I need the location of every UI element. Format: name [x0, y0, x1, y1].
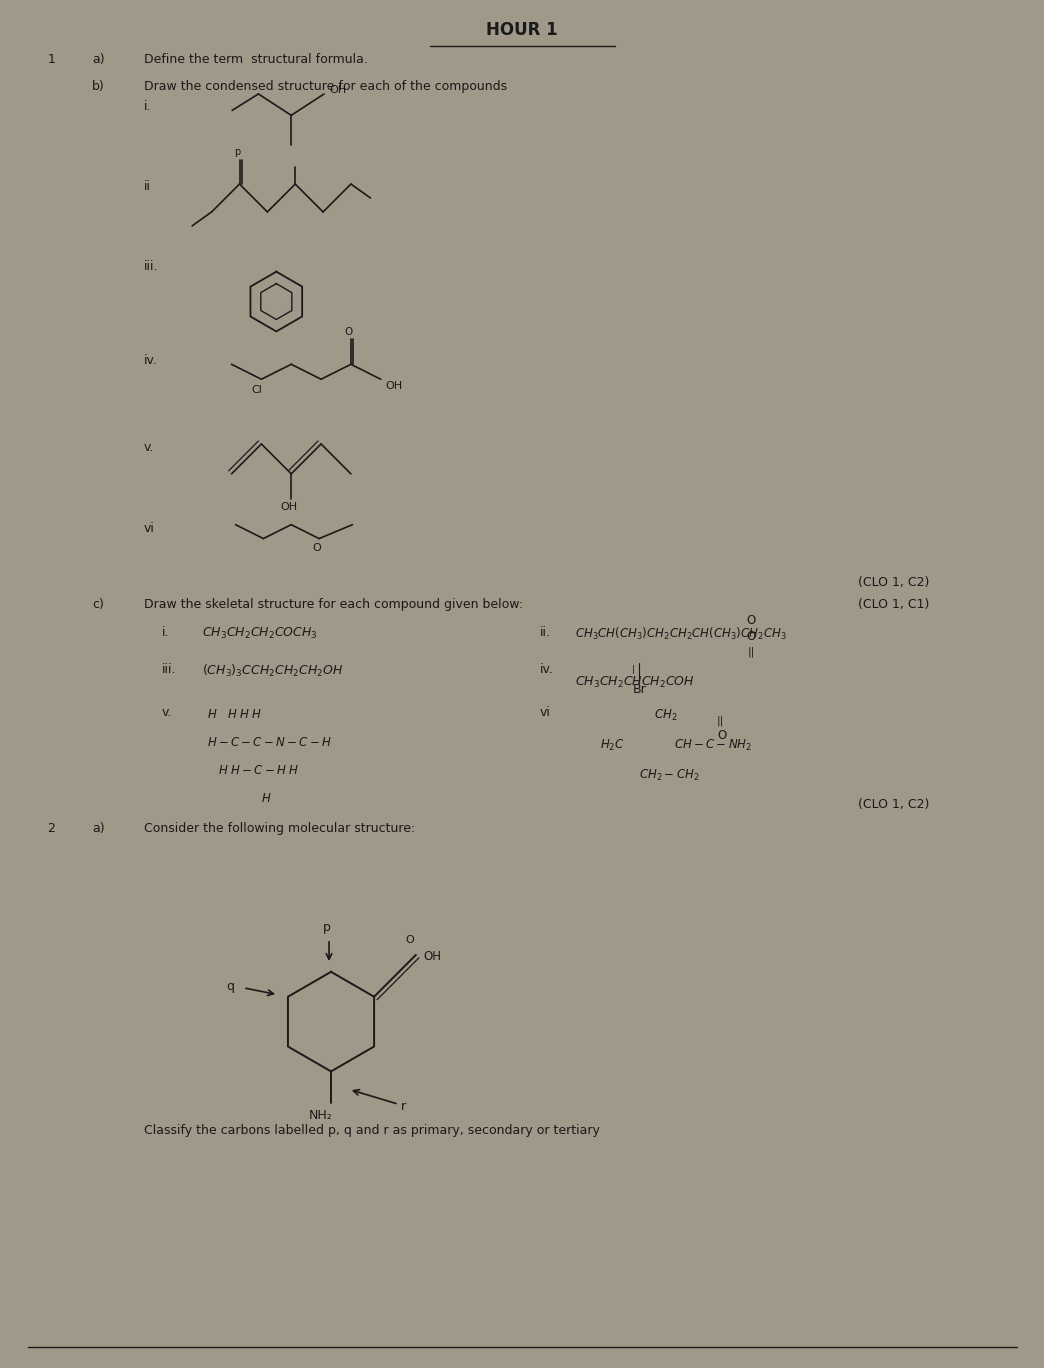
Text: 1: 1 [48, 52, 55, 66]
Text: c): c) [92, 598, 104, 611]
Text: v.: v. [144, 440, 155, 454]
Text: $(CH_3)_3CCH_2CH_2CH_2OH$: $(CH_3)_3CCH_2CH_2CH_2OH$ [201, 663, 343, 679]
Text: iii.: iii. [162, 663, 176, 676]
Text: O: O [717, 729, 727, 741]
Text: O: O [746, 614, 756, 628]
Text: Classify the carbons labelled p, q and r as primary, secondary or tertiary: Classify the carbons labelled p, q and r… [144, 1124, 600, 1137]
Text: OH: OH [329, 85, 347, 94]
Text: i.: i. [144, 100, 151, 114]
Text: Draw the condensed structure for each of the compounds: Draw the condensed structure for each of… [144, 81, 507, 93]
Text: i.: i. [162, 627, 169, 639]
Text: $CH-C-NH_2$: $CH-C-NH_2$ [674, 737, 753, 752]
Text: a): a) [92, 822, 105, 836]
Text: (CLO 1, C1): (CLO 1, C1) [858, 598, 929, 611]
Text: q: q [227, 981, 234, 993]
Text: (CLO 1, C2): (CLO 1, C2) [858, 798, 929, 810]
Text: Br: Br [633, 683, 646, 696]
Text: v.: v. [162, 706, 172, 720]
Text: (CLO 1, C2): (CLO 1, C2) [858, 576, 929, 590]
Text: $H$: $H$ [261, 792, 271, 804]
Text: iii.: iii. [144, 260, 159, 272]
Text: O: O [746, 631, 756, 643]
Text: ||: || [748, 646, 755, 657]
Text: $CH_3CH_2\overset{|}{CH}CH_2COH$: $CH_3CH_2\overset{|}{CH}CH_2COH$ [574, 663, 694, 689]
Text: p: p [323, 921, 331, 934]
Text: $H_2C$: $H_2C$ [599, 737, 624, 752]
Text: O: O [405, 934, 414, 945]
Text: Define the term  structural formula.: Define the term structural formula. [144, 52, 367, 66]
Text: OH: OH [281, 502, 298, 512]
Text: ||: || [717, 715, 725, 726]
Text: $H \quad H \; H \; H$: $H \quad H \; H \; H$ [207, 707, 261, 721]
Text: OH: OH [424, 951, 442, 963]
Text: O: O [345, 327, 353, 337]
Text: $\quad H \; H-C-H \; H$: $\quad H \; H-C-H \; H$ [207, 763, 299, 777]
Text: iv.: iv. [144, 354, 158, 368]
Text: iv.: iv. [540, 663, 553, 676]
Text: O: O [313, 543, 322, 553]
Text: a): a) [92, 52, 105, 66]
Text: $H-C-C-N-C-H$: $H-C-C-N-C-H$ [207, 736, 332, 748]
Text: $CH_2-CH_2$: $CH_2-CH_2$ [639, 767, 699, 782]
Text: b): b) [92, 81, 105, 93]
Text: OH: OH [385, 382, 403, 391]
Text: Cl: Cl [251, 386, 262, 395]
Text: ii: ii [144, 181, 151, 193]
Text: HOUR 1: HOUR 1 [487, 21, 557, 38]
Text: vi: vi [540, 706, 551, 720]
Text: Consider the following molecular structure:: Consider the following molecular structu… [144, 822, 416, 836]
Text: p: p [235, 148, 241, 157]
Text: vi: vi [144, 521, 155, 535]
Text: Draw the skeletal structure for each compound given below:: Draw the skeletal structure for each com… [144, 598, 523, 611]
Text: $CH_2$: $CH_2$ [655, 707, 678, 724]
Text: r: r [401, 1100, 406, 1112]
Text: 2: 2 [48, 822, 55, 836]
Text: $CH_3CH(CH_3)CH_2CH_2CH(CH_3)CH_2CH_3$: $CH_3CH(CH_3)CH_2CH_2CH(CH_3)CH_2CH_3$ [574, 627, 786, 643]
Text: NH₂: NH₂ [309, 1109, 333, 1122]
Text: $CH_3CH_2CH_2COCH_3$: $CH_3CH_2CH_2COCH_3$ [201, 627, 317, 642]
Text: ii.: ii. [540, 627, 551, 639]
